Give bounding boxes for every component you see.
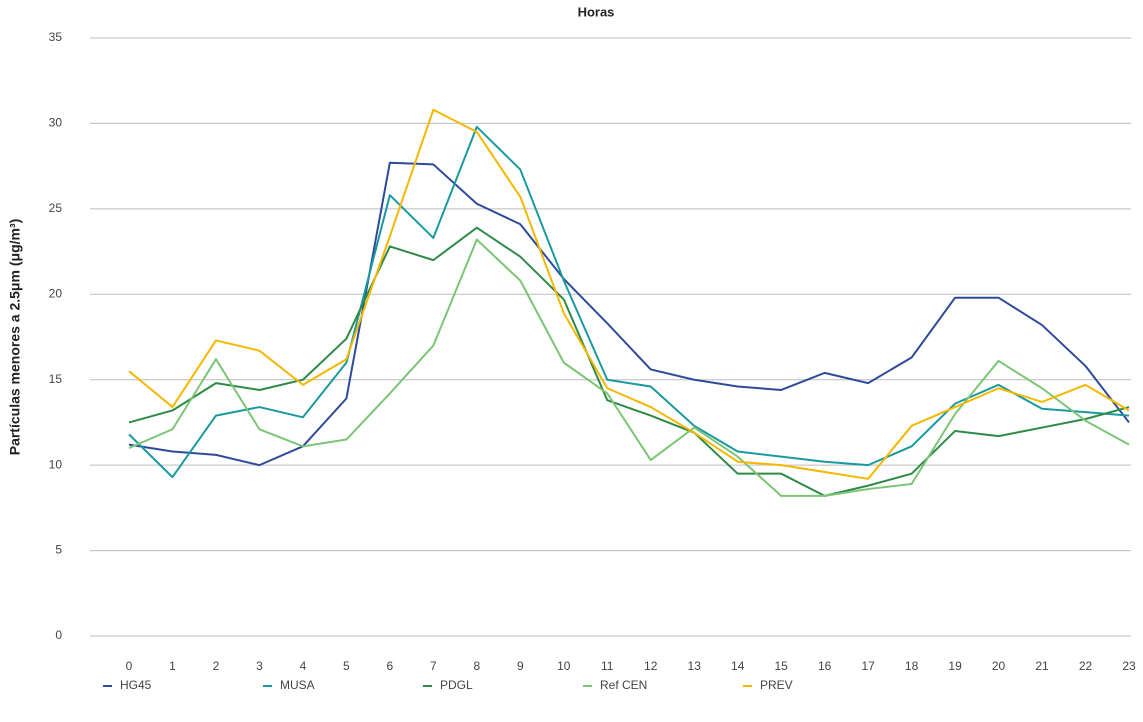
x-tick-label: 18: [905, 659, 919, 673]
x-tick-label: 5: [343, 659, 350, 673]
legend-label: Ref CEN: [600, 678, 647, 692]
y-tick-label: 5: [55, 543, 62, 557]
x-tick-label: 3: [256, 659, 263, 673]
x-tick-label: 2: [213, 659, 220, 673]
series-line: [128, 226, 1130, 497]
x-tick-label: 13: [688, 659, 702, 673]
y-tick-label: 30: [49, 116, 63, 130]
x-tick-label: 4: [300, 659, 307, 673]
series-line: [128, 108, 1130, 480]
x-tick-label: 6: [387, 659, 394, 673]
x-tick-label: 8: [473, 659, 480, 673]
x-tick-label: 22: [1079, 659, 1093, 673]
legend-label: HG45: [120, 678, 152, 692]
legend-label: PDGL: [440, 678, 473, 692]
x-tick-label: 9: [517, 659, 524, 673]
series-line: [128, 161, 1130, 467]
x-tick-label: 19: [948, 659, 962, 673]
x-tick-label: 12: [644, 659, 658, 673]
legend-label: MUSA: [280, 678, 315, 692]
x-tick-label: 17: [861, 659, 875, 673]
x-tick-label: 1: [169, 659, 176, 673]
y-tick-label: 15: [49, 372, 63, 386]
y-tick-label: 20: [49, 286, 63, 300]
x-tick-label: 21: [1035, 659, 1049, 673]
x-tick-label: 10: [557, 659, 571, 673]
x-tick-label: 15: [774, 659, 788, 673]
y-tick-label: 35: [49, 30, 63, 44]
x-tick-label: 11: [601, 659, 614, 673]
x-tick-label: 14: [731, 659, 745, 673]
x-tick-label: 7: [430, 659, 437, 673]
y-axis-label: Partículas menores a 2.5μm (μg/m³): [7, 219, 23, 456]
x-tick-label: 0: [126, 659, 133, 673]
x-tick-label: 16: [818, 659, 832, 673]
x-tick-label: 20: [992, 659, 1006, 673]
series-line: [128, 238, 1130, 497]
y-tick-label: 0: [55, 628, 62, 642]
series-line: [128, 125, 1130, 479]
y-tick-label: 10: [49, 457, 63, 471]
chart-title: Horas: [578, 4, 615, 19]
x-tick-label: 23: [1122, 659, 1136, 673]
y-tick-label: 25: [49, 201, 63, 215]
legend-label: PREV: [760, 678, 793, 692]
